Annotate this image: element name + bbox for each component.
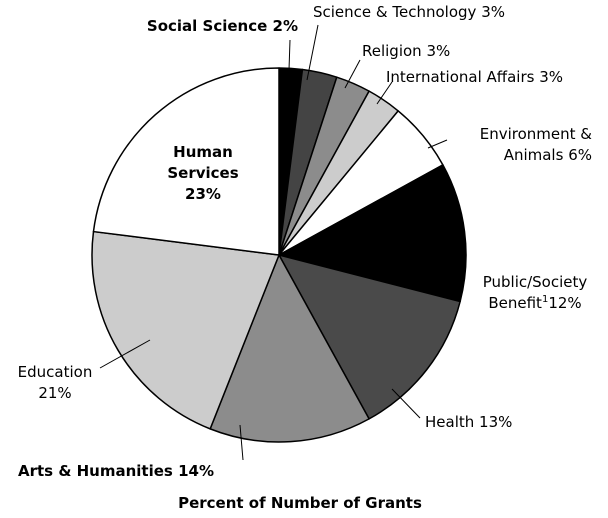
slice-label: Environment & Animals 6% <box>430 124 592 166</box>
category-label: Health <box>425 413 475 431</box>
slice-label: Science & Technology 3% <box>313 2 505 23</box>
value-label: 3% <box>426 42 451 60</box>
category-label: Environment & Animals <box>479 125 592 164</box>
value-label: 12% <box>548 294 582 312</box>
leader-line <box>391 388 421 419</box>
category-label: Public/Society Benefit <box>482 273 588 312</box>
value-label: 3% <box>539 68 564 86</box>
pie-slice <box>278 164 467 303</box>
value-label: 2% <box>272 17 298 35</box>
category-label: Human Services <box>167 143 239 182</box>
slice-label: Arts & Humanities 14% <box>18 461 214 482</box>
slice-label: Human Services 23% <box>155 142 251 205</box>
slice-label: International Affairs 3% <box>386 67 563 88</box>
category-label: Social Science <box>146 17 268 35</box>
leader-line <box>376 81 393 105</box>
chart-title: Percent of Number of Grants <box>178 494 422 512</box>
category-label: Arts & Humanities <box>18 462 173 480</box>
pie-slice <box>92 67 280 256</box>
leader-line <box>306 24 319 81</box>
pie-slice <box>91 230 280 430</box>
slice-label: Social Science 2% <box>118 16 298 37</box>
pie-slice <box>209 254 370 443</box>
slice-label: Public/Society Benefit112% <box>468 272 602 314</box>
category-label: Science & Technology <box>313 3 477 21</box>
category-label: Religion <box>362 42 422 60</box>
leader-line <box>427 139 448 149</box>
category-label: Education <box>17 363 93 381</box>
footnote-marker: 1 <box>541 294 549 305</box>
category-label: International Affairs <box>386 68 535 86</box>
value-label: 13% <box>479 413 513 431</box>
leader-line <box>344 59 361 89</box>
pie-slice <box>278 254 461 420</box>
leader-line <box>288 39 291 71</box>
slice-label: Education 21% <box>5 362 105 404</box>
slice-label: Health 13% <box>425 412 512 433</box>
value-label: 6% <box>568 146 592 164</box>
slice-label: Religion 3% <box>362 41 450 62</box>
value-label: 23% <box>185 185 221 203</box>
value-label: 21% <box>38 384 72 402</box>
leader-line <box>239 424 244 461</box>
leader-line <box>99 339 151 369</box>
value-label: 14% <box>178 462 214 480</box>
value-label: 3% <box>481 3 505 21</box>
